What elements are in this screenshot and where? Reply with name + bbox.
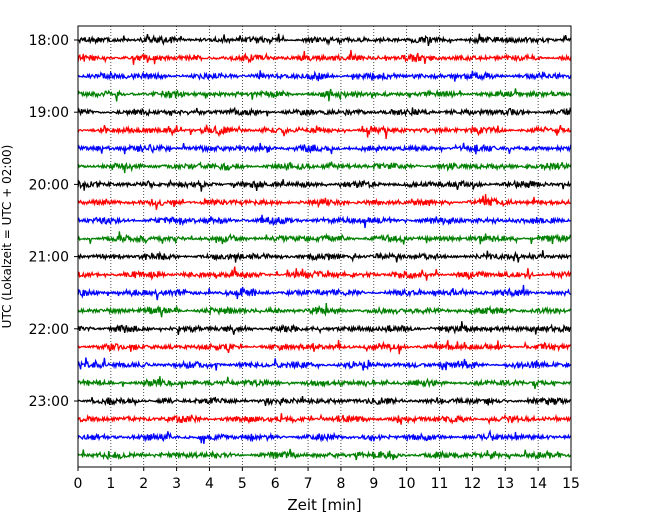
trace-line bbox=[77, 284, 572, 301]
x-tick-label: 14 bbox=[529, 476, 547, 492]
x-tick-label: 6 bbox=[271, 476, 280, 492]
y-axis-label: UTC (Lokalzeit = UTC + 02:00) bbox=[0, 145, 14, 329]
trace-line bbox=[77, 88, 572, 102]
trace-line bbox=[77, 106, 572, 118]
x-axis-label: Zeit [min] bbox=[287, 496, 361, 514]
x-tick-label: 10 bbox=[398, 476, 416, 492]
x-tick-label: 4 bbox=[205, 476, 214, 492]
trace-line bbox=[77, 357, 572, 371]
x-tick-label: 8 bbox=[336, 476, 345, 492]
y-tick-label: 20:00 bbox=[29, 177, 69, 193]
trace-line bbox=[77, 214, 572, 229]
x-tick-label: 15 bbox=[562, 476, 580, 492]
trace-line bbox=[77, 413, 572, 426]
y-axis-ticks: 18:00 19:00 20:00 21:00 22:00 23:00 bbox=[29, 33, 78, 410]
x-tick-label: 2 bbox=[139, 476, 148, 492]
trace-line bbox=[77, 396, 572, 407]
x-tick-label: 0 bbox=[74, 476, 83, 492]
trace-line bbox=[77, 33, 572, 47]
trace-line bbox=[77, 194, 572, 210]
x-tick-label: 5 bbox=[238, 476, 247, 492]
trace-line bbox=[77, 429, 572, 444]
trace-line bbox=[77, 250, 572, 263]
trace-line bbox=[77, 339, 572, 355]
y-tick-label: 21:00 bbox=[29, 250, 69, 266]
y-tick-label: 23:00 bbox=[29, 394, 69, 410]
x-tick-label: 11 bbox=[431, 476, 449, 492]
trace-line bbox=[77, 161, 572, 174]
x-tick-label: 1 bbox=[106, 476, 115, 492]
x-tick-label: 9 bbox=[369, 476, 378, 492]
trace-line bbox=[77, 448, 572, 461]
trace-line bbox=[77, 231, 572, 245]
x-tick-label: 7 bbox=[304, 476, 313, 492]
trace-line bbox=[77, 178, 572, 192]
x-tick-label: 12 bbox=[463, 476, 481, 492]
trace-line bbox=[77, 50, 572, 65]
trace-line bbox=[77, 142, 572, 155]
trace-line bbox=[77, 302, 572, 318]
trace-line bbox=[77, 124, 572, 139]
y-tick-label: 19:00 bbox=[29, 105, 69, 121]
x-tick-label: 13 bbox=[496, 476, 514, 492]
x-axis-ticks: 0 1 2 3 4 5 6 7 8 9 10 11 12 13 14 15 bbox=[74, 467, 580, 492]
trace-line bbox=[77, 266, 572, 281]
y-tick-label: 22:00 bbox=[29, 322, 69, 338]
trace-line bbox=[77, 70, 572, 82]
trace-line bbox=[77, 376, 571, 390]
plot-frame bbox=[77, 25, 572, 468]
x-tick-label: 3 bbox=[172, 476, 181, 492]
y-tick-label: 18:00 bbox=[29, 33, 69, 49]
trace-line bbox=[77, 321, 572, 336]
trace-lines bbox=[77, 33, 572, 461]
